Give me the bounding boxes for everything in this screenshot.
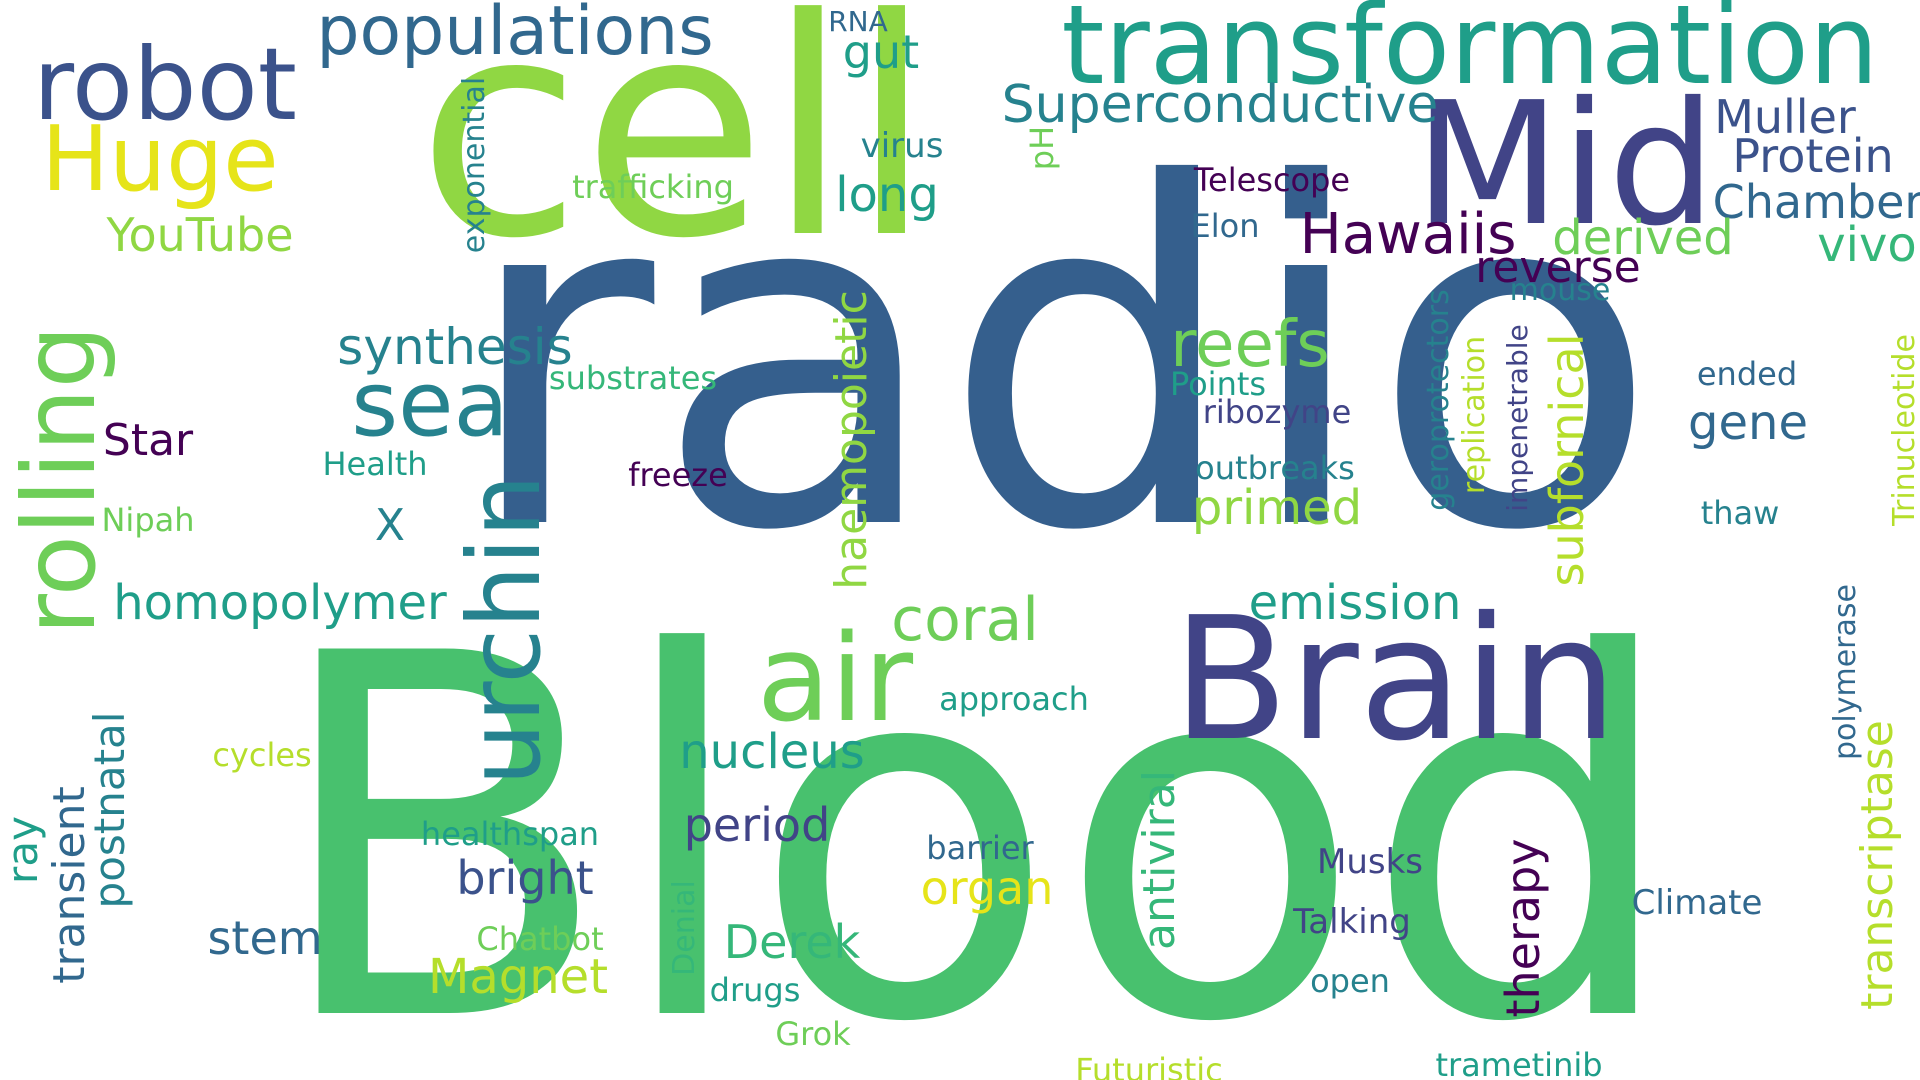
word-youtube: YouTube bbox=[106, 208, 294, 262]
word-cycles: cycles bbox=[212, 736, 312, 774]
word-ribozyme: ribozyme bbox=[1202, 393, 1352, 431]
word-derek: Derek bbox=[723, 915, 861, 969]
word-geroprotectors: geroprotectors bbox=[1421, 289, 1456, 511]
word-sea: sea bbox=[351, 352, 509, 457]
word-gene: gene bbox=[1688, 395, 1808, 451]
word-healthspan: healthspan bbox=[420, 815, 600, 853]
word-antiviral: antiviral bbox=[1134, 770, 1185, 950]
word-rolling: rolling bbox=[1, 324, 118, 636]
word-musks: Musks bbox=[1316, 842, 1424, 882]
word-exponential: exponential bbox=[457, 76, 492, 254]
word-bright: bright bbox=[456, 851, 594, 905]
word-gut: gut bbox=[842, 25, 920, 79]
word-transcriptase: transcriptase bbox=[1852, 720, 1903, 1010]
word-urchin: urchin bbox=[446, 474, 563, 786]
word-grok: Grok bbox=[775, 1015, 851, 1053]
word-homopolymer: homopolymer bbox=[113, 575, 447, 631]
word-brain: Brain bbox=[1172, 581, 1618, 779]
word-freeze: freeze bbox=[628, 456, 728, 494]
word-primed: primed bbox=[1191, 480, 1363, 536]
word-air: air bbox=[756, 610, 914, 749]
word-protein: Protein bbox=[1732, 129, 1894, 183]
word-nucleus: nucleus bbox=[679, 724, 865, 780]
word-ph: pH bbox=[1023, 125, 1061, 171]
word-magnet: Magnet bbox=[427, 949, 609, 1005]
word-futuristic: Futuristic bbox=[1075, 1051, 1223, 1080]
word-stem: stem bbox=[207, 911, 323, 965]
word-nipah: Nipah bbox=[101, 501, 195, 539]
word-radio: radio bbox=[461, 86, 1659, 633]
word-cell: cell bbox=[416, 0, 934, 304]
word-mid: Mid bbox=[1414, 66, 1716, 264]
word-ended: ended bbox=[1696, 355, 1798, 393]
word-muller: Muller bbox=[1714, 90, 1856, 144]
word-climate: Climate bbox=[1631, 883, 1763, 923]
word-health: Health bbox=[322, 445, 428, 483]
word-robot: robot bbox=[33, 26, 297, 143]
word-barrier: barrier bbox=[926, 829, 1034, 867]
word-chatbot: Chatbot bbox=[476, 920, 604, 958]
word-x: X bbox=[374, 500, 406, 551]
word-thaw: thaw bbox=[1700, 494, 1780, 532]
word-denial: Denial bbox=[667, 880, 702, 976]
word-superconductive: Superconductive bbox=[1001, 75, 1439, 135]
word-therapy: therapy bbox=[1496, 838, 1550, 1018]
word-populations: populations bbox=[316, 0, 714, 71]
word-ray: ray bbox=[0, 816, 47, 884]
word-substrates: substrates bbox=[548, 359, 718, 397]
word-emission: emission bbox=[1248, 575, 1462, 631]
word-transformation: transformation bbox=[1061, 0, 1879, 109]
word-coral: coral bbox=[891, 585, 1039, 655]
word-long: long bbox=[835, 167, 939, 223]
word-haemopoietic: haemopoietic bbox=[826, 290, 877, 590]
word-blood: Blood bbox=[269, 549, 1681, 1080]
word-drugs: drugs bbox=[709, 971, 801, 1009]
word-outbreaks: outbreaks bbox=[1195, 449, 1355, 487]
word-approach: approach bbox=[939, 680, 1089, 718]
word-trafficking: trafficking bbox=[572, 168, 734, 206]
word-chamber: Chamber bbox=[1712, 175, 1920, 229]
word-trinucleotide: Trinucleotide bbox=[1887, 334, 1920, 526]
word-mouse: mouse bbox=[1509, 273, 1611, 308]
word-virus: virus bbox=[860, 126, 944, 166]
word-hawaiis: Hawaiis bbox=[1299, 202, 1517, 267]
word-synthesis: synthesis bbox=[337, 318, 573, 376]
word-postnatal: postnatal bbox=[85, 711, 134, 909]
word-elon: Elon bbox=[1190, 207, 1260, 245]
word-replication: replication bbox=[1457, 335, 1492, 495]
word-rna: RNA bbox=[828, 5, 888, 38]
word-period: period bbox=[683, 798, 831, 852]
word-trametinib: trametinib bbox=[1435, 1046, 1603, 1080]
word-impenetrable: impenetrable bbox=[1501, 324, 1534, 512]
word-huge: Huge bbox=[41, 107, 279, 212]
word-telescope: Telescope bbox=[1193, 161, 1351, 199]
word-organ: organ bbox=[920, 861, 1054, 915]
word-points: Points bbox=[1169, 365, 1267, 403]
word-derived: derived bbox=[1552, 210, 1734, 266]
word-vivo: vivo bbox=[1817, 217, 1917, 273]
word-polymerase: polymerase bbox=[1828, 584, 1863, 760]
word-reefs: reefs bbox=[1170, 308, 1330, 382]
word-talking: Talking bbox=[1293, 902, 1411, 942]
word-reverse: reverse bbox=[1475, 242, 1641, 293]
word-open: open bbox=[1310, 962, 1390, 1000]
word-subfornical: subfornical bbox=[1540, 333, 1594, 587]
word-star: Star bbox=[102, 415, 194, 466]
